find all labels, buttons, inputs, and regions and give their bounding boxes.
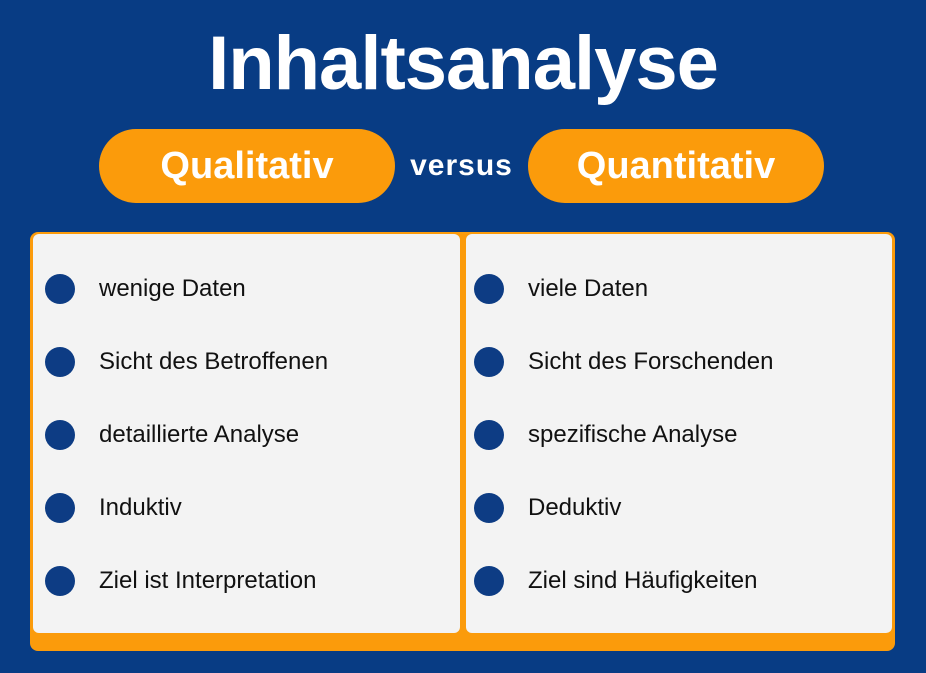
list-item: wenige Daten (33, 252, 460, 325)
list-item-text: Sicht des Betroffenen (99, 348, 329, 375)
bullet-icon (474, 566, 504, 596)
list-item: Deduktiv (466, 471, 892, 544)
list-item: detaillierte Analyse (33, 398, 460, 471)
qualitative-list: wenige Daten Sicht des Betroffenen detai… (33, 252, 460, 617)
bullet-icon (45, 274, 75, 304)
qualitative-label: Qualitativ (99, 129, 395, 203)
list-item: Sicht des Forschenden (466, 325, 892, 398)
list-item-text: Ziel sind Häufigkeiten (528, 567, 758, 594)
list-item: Ziel sind Häufigkeiten (466, 544, 892, 617)
list-item: Ziel ist Interpretation (33, 544, 460, 617)
bullet-icon (45, 347, 75, 377)
bullet-icon (474, 347, 504, 377)
list-item: Induktiv (33, 471, 460, 544)
bullet-icon (474, 493, 504, 523)
list-item-text: Deduktiv (528, 494, 622, 521)
list-item-text: Ziel ist Interpretation (99, 567, 317, 594)
list-item-text: Sicht des Forschenden (528, 348, 774, 375)
bullet-icon (474, 420, 504, 450)
page-title: Inhaltsanalyse (208, 21, 719, 106)
qualitative-card: wenige Daten Sicht des Betroffenen detai… (33, 234, 460, 633)
list-item-text: detaillierte Analyse (99, 421, 300, 448)
bullet-icon (474, 274, 504, 304)
versus-label: versus (410, 149, 513, 182)
list-item-text: spezifische Analyse (528, 421, 738, 448)
list-item-text: wenige Daten (99, 275, 246, 302)
quantitative-list: viele Daten Sicht des Forschenden spezif… (466, 252, 892, 617)
list-item-text: viele Daten (528, 275, 649, 302)
quantitative-card: viele Daten Sicht des Forschenden spezif… (466, 234, 892, 633)
list-item: spezifische Analyse (466, 398, 892, 471)
quantitative-label: Quantitativ (528, 129, 824, 203)
list-item-text: Induktiv (99, 494, 182, 521)
list-item: viele Daten (466, 252, 892, 325)
bullet-icon (45, 493, 75, 523)
list-item: Sicht des Betroffenen (33, 325, 460, 398)
bullet-icon (45, 420, 75, 450)
bullet-icon (45, 566, 75, 596)
